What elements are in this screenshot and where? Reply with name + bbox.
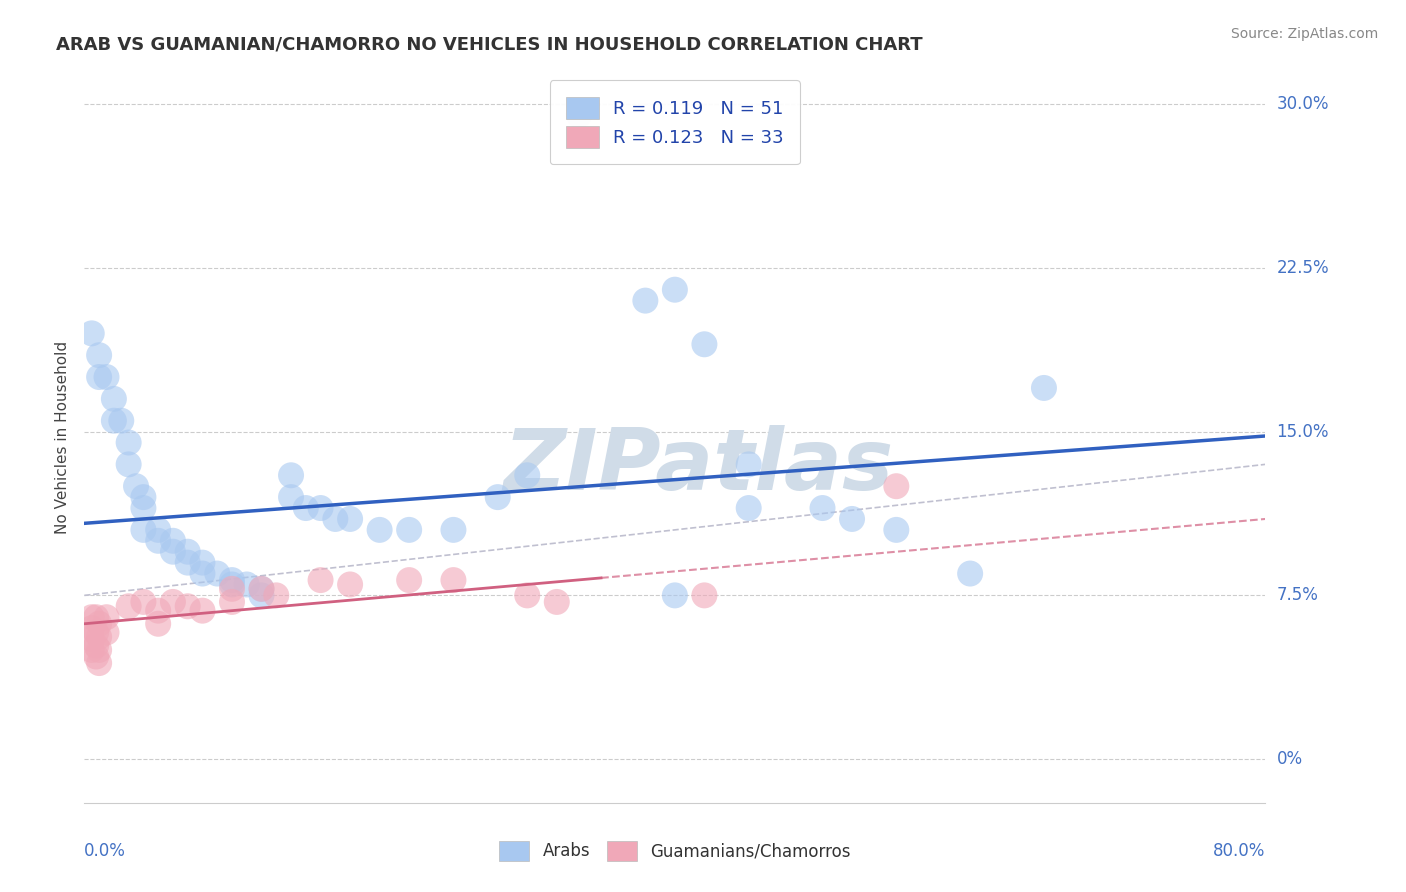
Point bbox=[693, 337, 716, 351]
Point bbox=[87, 616, 111, 631]
Point bbox=[309, 501, 332, 516]
Point bbox=[80, 621, 103, 635]
Point bbox=[443, 573, 465, 587]
Point bbox=[398, 573, 420, 587]
Point bbox=[177, 599, 200, 614]
Point bbox=[568, 108, 591, 122]
Point bbox=[886, 523, 908, 537]
Point bbox=[84, 649, 107, 664]
Point bbox=[118, 599, 141, 614]
Text: ARAB VS GUAMANIAN/CHAMORRO NO VEHICLES IN HOUSEHOLD CORRELATION CHART: ARAB VS GUAMANIAN/CHAMORRO NO VEHICLES I… bbox=[56, 36, 922, 54]
Point bbox=[841, 512, 863, 526]
Point bbox=[309, 573, 332, 587]
Point bbox=[295, 501, 318, 516]
Point bbox=[87, 630, 111, 644]
Point bbox=[132, 490, 155, 504]
Point bbox=[280, 490, 302, 504]
Point bbox=[221, 582, 243, 596]
Point bbox=[132, 595, 155, 609]
Point bbox=[191, 604, 214, 618]
Point bbox=[84, 625, 107, 640]
Point bbox=[162, 595, 184, 609]
Point bbox=[110, 414, 132, 428]
Point bbox=[96, 610, 118, 624]
Point bbox=[87, 370, 111, 384]
Point bbox=[162, 545, 184, 559]
Point bbox=[177, 545, 200, 559]
Point bbox=[125, 479, 148, 493]
Y-axis label: No Vehicles in Household: No Vehicles in Household bbox=[55, 341, 70, 533]
Point bbox=[546, 595, 568, 609]
Text: 22.5%: 22.5% bbox=[1277, 259, 1329, 277]
Point bbox=[280, 468, 302, 483]
Point bbox=[738, 458, 761, 472]
Point bbox=[398, 523, 420, 537]
Point bbox=[148, 604, 170, 618]
Point bbox=[207, 566, 229, 581]
Point bbox=[221, 573, 243, 587]
Point bbox=[132, 523, 155, 537]
Point bbox=[886, 479, 908, 493]
Point bbox=[486, 490, 509, 504]
Point bbox=[516, 588, 538, 602]
Point bbox=[250, 582, 273, 596]
Point bbox=[148, 616, 170, 631]
Point bbox=[664, 283, 686, 297]
Point bbox=[266, 588, 288, 602]
Point bbox=[443, 523, 465, 537]
Text: 0%: 0% bbox=[1277, 750, 1302, 768]
Point bbox=[693, 588, 716, 602]
Point bbox=[339, 512, 361, 526]
Point bbox=[664, 588, 686, 602]
Point bbox=[84, 610, 107, 624]
Point bbox=[516, 468, 538, 483]
Point bbox=[811, 501, 834, 516]
Point bbox=[148, 533, 170, 548]
Point bbox=[191, 566, 214, 581]
Point bbox=[80, 326, 103, 341]
Point bbox=[84, 639, 107, 653]
Point bbox=[87, 656, 111, 670]
Point bbox=[959, 566, 981, 581]
Point bbox=[148, 523, 170, 537]
Point bbox=[221, 577, 243, 591]
Point bbox=[1033, 381, 1056, 395]
Point bbox=[80, 643, 103, 657]
Point bbox=[368, 523, 391, 537]
Text: Source: ZipAtlas.com: Source: ZipAtlas.com bbox=[1230, 27, 1378, 41]
Point bbox=[738, 501, 761, 516]
Legend: Arabs, Guamanians/Chamorros: Arabs, Guamanians/Chamorros bbox=[492, 834, 858, 868]
Point bbox=[250, 582, 273, 596]
Point bbox=[132, 501, 155, 516]
Point bbox=[250, 588, 273, 602]
Text: 7.5%: 7.5% bbox=[1277, 586, 1319, 605]
Point bbox=[177, 556, 200, 570]
Point bbox=[96, 370, 118, 384]
Text: 0.0%: 0.0% bbox=[84, 842, 127, 860]
Point bbox=[103, 392, 125, 406]
Text: ZIPatlas: ZIPatlas bbox=[503, 425, 894, 508]
Point bbox=[103, 414, 125, 428]
Point bbox=[325, 512, 347, 526]
Point bbox=[162, 533, 184, 548]
Point bbox=[634, 293, 657, 308]
Point bbox=[236, 577, 259, 591]
Text: 80.0%: 80.0% bbox=[1213, 842, 1265, 860]
Text: 30.0%: 30.0% bbox=[1277, 95, 1329, 113]
Point bbox=[80, 610, 103, 624]
Text: 15.0%: 15.0% bbox=[1277, 423, 1329, 441]
Point bbox=[96, 625, 118, 640]
Point bbox=[87, 348, 111, 362]
Point bbox=[80, 632, 103, 646]
Point bbox=[339, 577, 361, 591]
Point bbox=[87, 643, 111, 657]
Point bbox=[221, 595, 243, 609]
Point bbox=[191, 556, 214, 570]
Point bbox=[118, 435, 141, 450]
Point bbox=[118, 458, 141, 472]
